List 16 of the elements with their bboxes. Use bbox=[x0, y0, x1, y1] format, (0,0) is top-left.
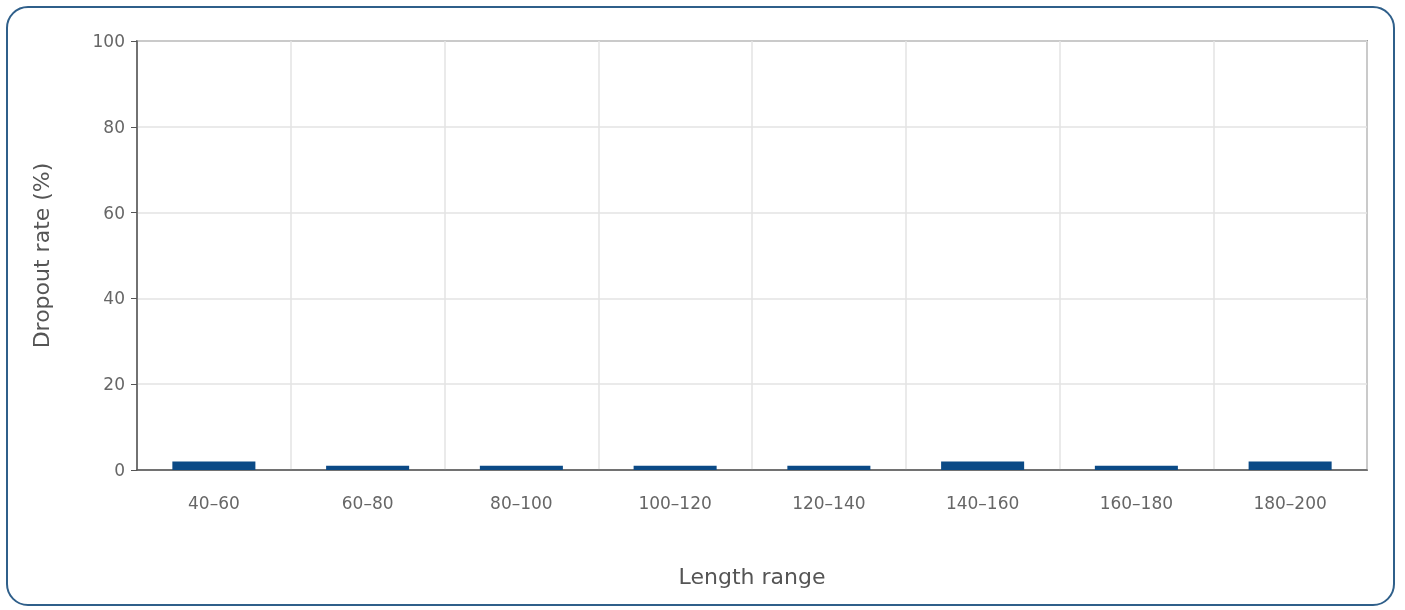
y-tick-label: 40 bbox=[103, 288, 125, 309]
y-tick-label: 60 bbox=[103, 202, 125, 223]
x-tick-label: 180–200 bbox=[1253, 492, 1327, 513]
y-tick-label: 100 bbox=[92, 31, 125, 51]
y-tick-label: 80 bbox=[103, 116, 125, 137]
x-tick-label: 140–160 bbox=[945, 492, 1020, 513]
x-tick-label: 100–120 bbox=[638, 492, 712, 513]
x-tick-label: 40–60 bbox=[187, 492, 240, 513]
y-tick-label: 0 bbox=[114, 460, 125, 480]
y-tick-label: 20 bbox=[103, 374, 125, 395]
x-tick-label: 60–80 bbox=[341, 492, 394, 513]
y-axis-title: Dropout rate (%) bbox=[28, 162, 54, 349]
x-tick-label: 120–140 bbox=[792, 492, 866, 513]
x-tick-label: 160–180 bbox=[1099, 492, 1174, 513]
x-axis-title: Length range bbox=[678, 563, 826, 589]
x-tick-label: 80–100 bbox=[490, 492, 553, 513]
